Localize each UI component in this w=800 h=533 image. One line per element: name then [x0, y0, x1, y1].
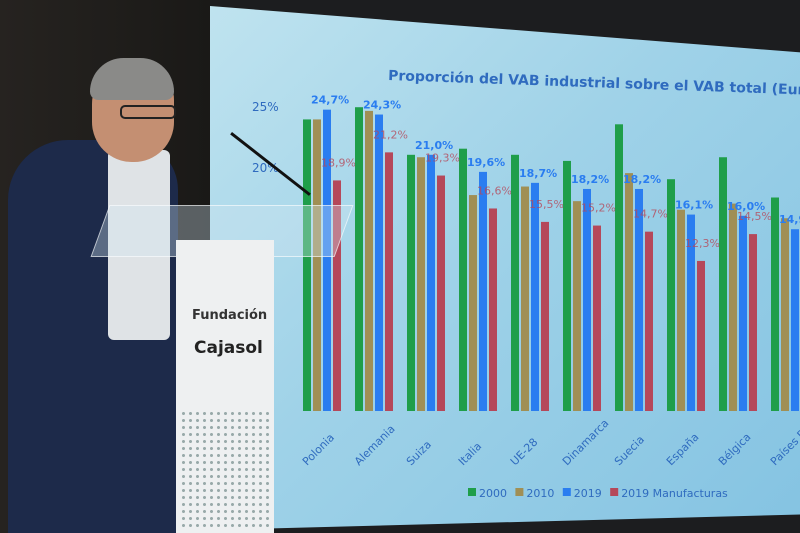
- bar-2019-manufacturas: [697, 260, 705, 411]
- podium-logo-text: Fundación: [192, 308, 268, 323]
- data-label-2019: 19,6%: [467, 156, 505, 169]
- data-label-manufacturas: 18,9%: [321, 156, 356, 169]
- data-label-2019: 18,2%: [571, 173, 609, 186]
- podium-dot-pattern: [180, 410, 270, 530]
- x-tick-label: Países Bajos: [768, 411, 800, 468]
- bar-2019: [427, 154, 435, 412]
- x-tick-label: Dinamarca: [560, 417, 611, 468]
- bar-2019-manufacturas: [437, 175, 445, 411]
- y-tick-label: 25%: [252, 100, 279, 114]
- data-label-manufacturas: 14,7%: [633, 208, 668, 221]
- bar-2019: [687, 214, 695, 411]
- x-tick-label: Italia: [456, 440, 484, 468]
- data-label-2019: 14,9%: [779, 213, 800, 226]
- bar-2000: [771, 197, 779, 411]
- podium-logo-text: Cajasol: [194, 338, 263, 358]
- speaker-hair: [90, 58, 174, 100]
- bar-2010: [521, 186, 529, 411]
- bar-2010: [469, 195, 477, 411]
- bar-2019-manufacturas: [489, 208, 497, 411]
- bar-2019-manufacturas: [645, 231, 653, 411]
- data-label-manufacturas: 15,2%: [581, 202, 616, 215]
- x-tick-label: Suecia: [612, 433, 647, 468]
- data-label-manufacturas: 15,5%: [529, 198, 564, 211]
- bar-2010: [417, 157, 425, 411]
- legend-swatch: [468, 488, 476, 496]
- bar-2010: [729, 203, 737, 411]
- x-tick-label: España: [664, 431, 702, 469]
- x-tick-label: Suiza: [404, 438, 434, 468]
- legend-label: 2019: [574, 487, 602, 500]
- bar-2019-manufacturas: [333, 180, 341, 411]
- bar-2010: [781, 218, 789, 411]
- bar-2000: [355, 107, 363, 411]
- data-label-2019: 24,3%: [363, 99, 401, 112]
- chart-title: Proporción del VAB industrial sobre el V…: [388, 68, 800, 100]
- data-label-manufacturas: 12,3%: [685, 237, 720, 250]
- bar-2019-manufacturas: [541, 221, 549, 411]
- bar-2000: [459, 148, 467, 411]
- legend-swatch: [610, 488, 619, 496]
- speaker-shirt: [108, 150, 170, 340]
- bar-2019-manufacturas: [385, 152, 393, 412]
- bar-2019: [739, 215, 747, 411]
- bar-2019: [479, 171, 487, 411]
- bar-2000: [511, 154, 519, 412]
- data-label-manufacturas: 16,6%: [477, 184, 512, 197]
- bar-2019-manufacturas: [749, 234, 757, 411]
- data-label-manufacturas: 19,3%: [425, 152, 460, 165]
- legend-label: 2010: [526, 487, 554, 500]
- bar-2019: [583, 188, 591, 411]
- data-label-2019: 16,0%: [727, 200, 765, 213]
- data-label-manufacturas: 14,5%: [737, 210, 772, 223]
- data-label-manufacturas: 21,2%: [373, 128, 408, 141]
- bar-2000: [719, 157, 727, 411]
- bar-2019: [323, 109, 331, 411]
- bar-2000: [303, 119, 311, 412]
- data-label-2019: 24,7%: [311, 94, 349, 107]
- legend-label: 2019 Manufacturas: [621, 487, 728, 500]
- data-label-2019: 18,7%: [519, 167, 557, 180]
- bar-2019-manufacturas: [593, 225, 601, 411]
- legend-swatch: [515, 488, 524, 496]
- bar-2000: [615, 124, 623, 412]
- data-label-2019: 21,0%: [415, 139, 453, 152]
- bar-2010: [313, 119, 321, 412]
- bar-2000: [407, 154, 415, 412]
- bar-2019: [791, 229, 799, 411]
- bar-2010: [573, 201, 581, 411]
- x-tick-label: Alemania: [352, 422, 398, 468]
- bar-2010: [677, 209, 685, 411]
- bar-2019: [531, 182, 539, 411]
- legend-swatch: [562, 488, 571, 496]
- legend-label: 2000: [479, 487, 507, 500]
- x-tick-label: UE-28: [508, 436, 541, 469]
- bar-2000: [667, 179, 675, 411]
- bar-2010: [625, 173, 633, 411]
- x-tick-label: Bélgica: [716, 431, 754, 469]
- data-label-2019: 18,2%: [623, 173, 661, 186]
- bar-2019: [635, 188, 643, 411]
- glasses: [120, 105, 176, 119]
- bar-2010: [365, 110, 373, 411]
- bar-2019: [375, 114, 383, 411]
- bar-2000: [563, 160, 571, 411]
- x-tick-label: Polonia: [300, 431, 337, 468]
- data-label-2019: 16,1%: [675, 199, 713, 212]
